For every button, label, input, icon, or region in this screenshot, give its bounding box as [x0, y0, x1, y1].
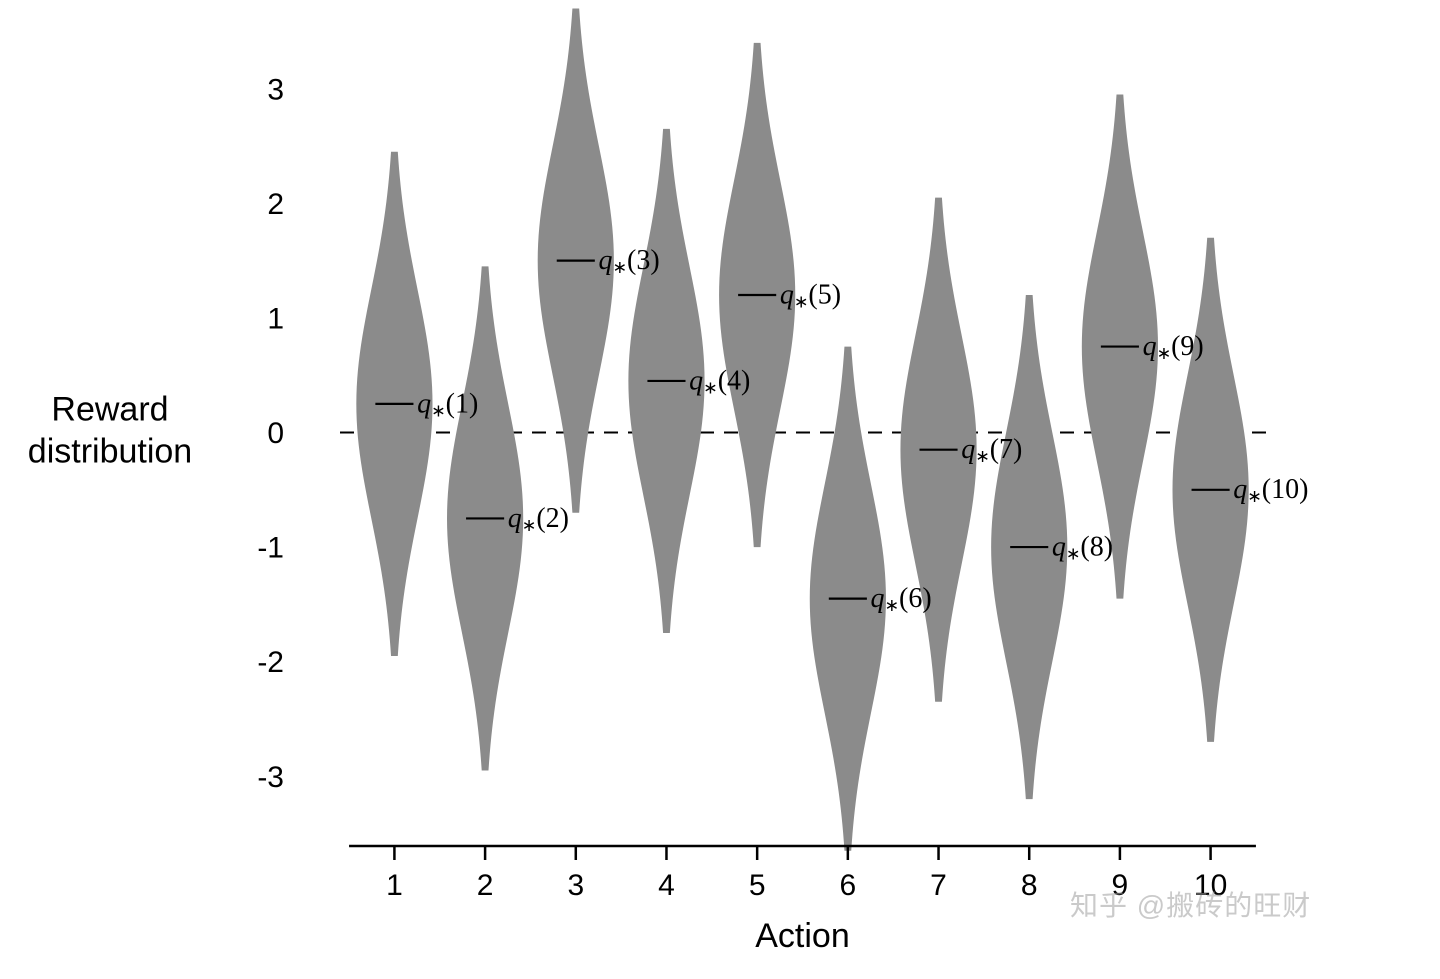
x-tick-label-1: 1	[386, 869, 403, 902]
x-tick-label-8: 8	[1021, 869, 1038, 902]
y-tick-label--1: -1	[257, 532, 284, 565]
q-label-4: q∗(4)	[689, 365, 750, 397]
x-tick-label-3: 3	[567, 869, 584, 902]
y-tick-label-0: 0	[267, 417, 284, 450]
y-tick-label--2: -2	[257, 646, 284, 679]
x-tick-label-5: 5	[749, 869, 766, 902]
q-label-3: q∗(3)	[598, 245, 659, 277]
watermark-text: 知乎 @搬砖的旺财	[1070, 890, 1311, 921]
x-tick-label-7: 7	[930, 869, 947, 902]
violin-chart-svg: q∗(1) q∗(2) q∗(3) q∗(4) q∗(5) q∗(6) q∗(7) q∗(8)…	[0, 0, 1440, 979]
y-axis-label-line2: distribution	[28, 433, 192, 471]
x-tick-label-6: 6	[839, 869, 856, 902]
q-label-10: q∗(10)	[1233, 474, 1308, 506]
y-tick-label-3: 3	[267, 73, 284, 106]
x-tick-label-4: 4	[658, 869, 675, 902]
q-label-5: q∗(5)	[780, 279, 841, 311]
chart-root: q∗(1) q∗(2) q∗(3) q∗(4) q∗(5) q∗(6) q∗(7) q∗(8)…	[0, 0, 1440, 979]
q-label-2: q∗(2)	[508, 503, 569, 535]
y-tick-label--3: -3	[257, 761, 284, 794]
y-tick-label-1: 1	[267, 302, 284, 335]
y-axis-label-line1: Reward	[51, 391, 168, 429]
q-label-6: q∗(6)	[871, 583, 932, 615]
y-tick-label-2: 2	[267, 188, 284, 221]
q-label-7: q∗(7)	[961, 434, 1022, 466]
q-label-9: q∗(9)	[1143, 331, 1204, 363]
q-label-8: q∗(8)	[1052, 531, 1113, 563]
x-tick-label-2: 2	[477, 869, 494, 902]
x-axis-label: Action	[755, 917, 850, 955]
q-label-1: q∗(1)	[417, 388, 478, 420]
